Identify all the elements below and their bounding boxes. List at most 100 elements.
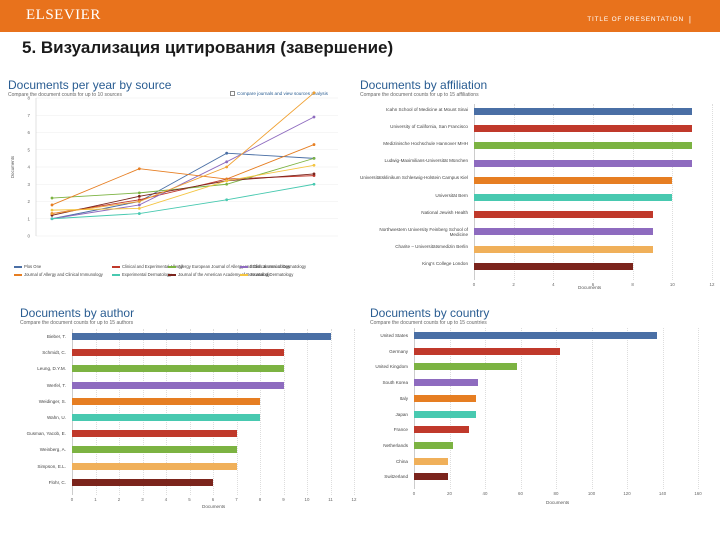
x-tick-label: 2 — [512, 282, 515, 287]
data-point — [225, 198, 229, 202]
bar — [414, 347, 560, 355]
x-tick-label: 120 — [623, 491, 631, 496]
compare-sources-checkbox[interactable]: Compare journals and view sources analys… — [230, 91, 328, 97]
panel-subtitle: Compare the document counts for up to 15… — [20, 320, 134, 326]
bar — [474, 108, 693, 115]
legend-item: Journal of Dermatology — [240, 272, 293, 277]
bar — [414, 332, 658, 339]
grid-line — [283, 329, 285, 495]
bar — [72, 462, 237, 470]
legend-item: Allergy European Journal of Allergy and … — [168, 264, 290, 269]
x-tick-label: 80 — [553, 491, 559, 496]
grid-line — [513, 104, 515, 280]
bar — [474, 194, 673, 201]
bar — [474, 142, 693, 150]
x-tick-label: 1 — [94, 497, 97, 502]
category-label: United States — [380, 333, 408, 338]
bar — [414, 394, 477, 402]
x-tick-label: 10 — [304, 497, 310, 502]
y-tick-label: 3 — [28, 182, 31, 187]
x-tick-label: 10 — [669, 282, 675, 287]
bar — [72, 414, 260, 421]
grid-line — [520, 328, 522, 489]
category-label: Simpson, E.L. — [37, 463, 66, 469]
x-tick-label: 4 — [552, 282, 555, 287]
data-point — [137, 194, 141, 198]
bar — [414, 410, 477, 418]
grid-line — [553, 104, 555, 280]
grid-line — [593, 104, 594, 280]
bar — [72, 365, 284, 373]
bar — [414, 426, 470, 434]
x-tick-label: 2 — [117, 497, 121, 502]
grid-line — [627, 328, 628, 489]
bar — [414, 473, 448, 481]
grid-line — [260, 329, 261, 495]
data-point — [225, 179, 229, 183]
series-line — [51, 116, 315, 220]
checkbox-icon[interactable] — [230, 91, 235, 97]
legend-swatch — [240, 265, 248, 268]
elsevier-logo: ELSEVIER — [26, 7, 101, 23]
documents-by-country-panel: Documents by country Compare the documen… — [370, 306, 712, 512]
data-point — [312, 163, 316, 167]
legend-label: Plos One — [24, 264, 42, 269]
grid-line — [485, 328, 486, 489]
grid-line — [119, 329, 120, 495]
series-line — [51, 157, 315, 199]
grid-line — [591, 328, 593, 489]
x-tick-label: 160 — [694, 491, 702, 496]
x-tick-label: 12 — [709, 282, 715, 287]
legend-swatch — [240, 273, 248, 276]
bar — [474, 245, 653, 253]
legend-item: Journal of Allergy and Clinical Immunolo… — [14, 272, 103, 277]
data-point — [312, 182, 316, 186]
grid-line — [213, 329, 214, 495]
category-label: King's College London — [422, 261, 468, 267]
panel-subtitle: Compare the document counts for up to 10… — [8, 92, 122, 98]
line-chart: 0 1 2 3 4 5 6 7 8 Documents — [10, 91, 338, 239]
bar — [72, 430, 237, 438]
category-label: Ludwig-Maximilians-Universität München — [384, 158, 468, 164]
category-label: Charite – Universitätsmedizin Berlin — [395, 244, 468, 250]
header-separator: | — [688, 15, 691, 24]
legend-swatch — [112, 273, 120, 276]
category-label: Northwestern University Feinberg School … — [379, 226, 468, 237]
data-point — [225, 182, 229, 186]
data-point — [137, 191, 141, 195]
x-axis-title: Documents — [202, 504, 226, 509]
series-line — [51, 144, 315, 206]
x-tick-label: 40 — [482, 491, 488, 496]
panel-title: Documents per year by source — [8, 78, 172, 92]
grid-line — [95, 329, 97, 495]
category-label: Weinberg, A. — [39, 447, 66, 453]
data-point — [50, 217, 54, 221]
bar — [72, 349, 284, 357]
grid-line — [698, 328, 699, 489]
category-label: Medizinische Hochschule Hannover MHH — [383, 140, 468, 146]
bar — [414, 441, 454, 449]
grid-line — [166, 329, 167, 495]
bar — [474, 211, 653, 219]
x-tick-label: 0 — [472, 282, 476, 287]
category-label: Gusman, Yacob, E. — [26, 431, 66, 437]
category-label: National Jewish Health — [421, 209, 468, 215]
data-point — [312, 143, 316, 146]
panel-title: Documents by author — [20, 306, 135, 320]
grid-line — [662, 328, 664, 489]
legend-swatch — [112, 265, 120, 268]
bar — [414, 363, 517, 371]
bar — [72, 381, 284, 389]
x-tick-label: 5 — [188, 497, 191, 502]
x-tick-label: 9 — [282, 497, 285, 502]
x-tick-label: 8 — [258, 497, 262, 502]
y-tick-label: 8 — [28, 96, 31, 101]
grid-line — [72, 329, 73, 495]
x-tick-label: 20 — [447, 491, 452, 496]
grid-line — [414, 328, 415, 489]
bar — [72, 478, 213, 486]
bar — [474, 262, 633, 270]
x-axis-title: Documents — [578, 285, 602, 290]
bar — [474, 159, 693, 167]
category-label: Switzerland — [384, 474, 408, 480]
